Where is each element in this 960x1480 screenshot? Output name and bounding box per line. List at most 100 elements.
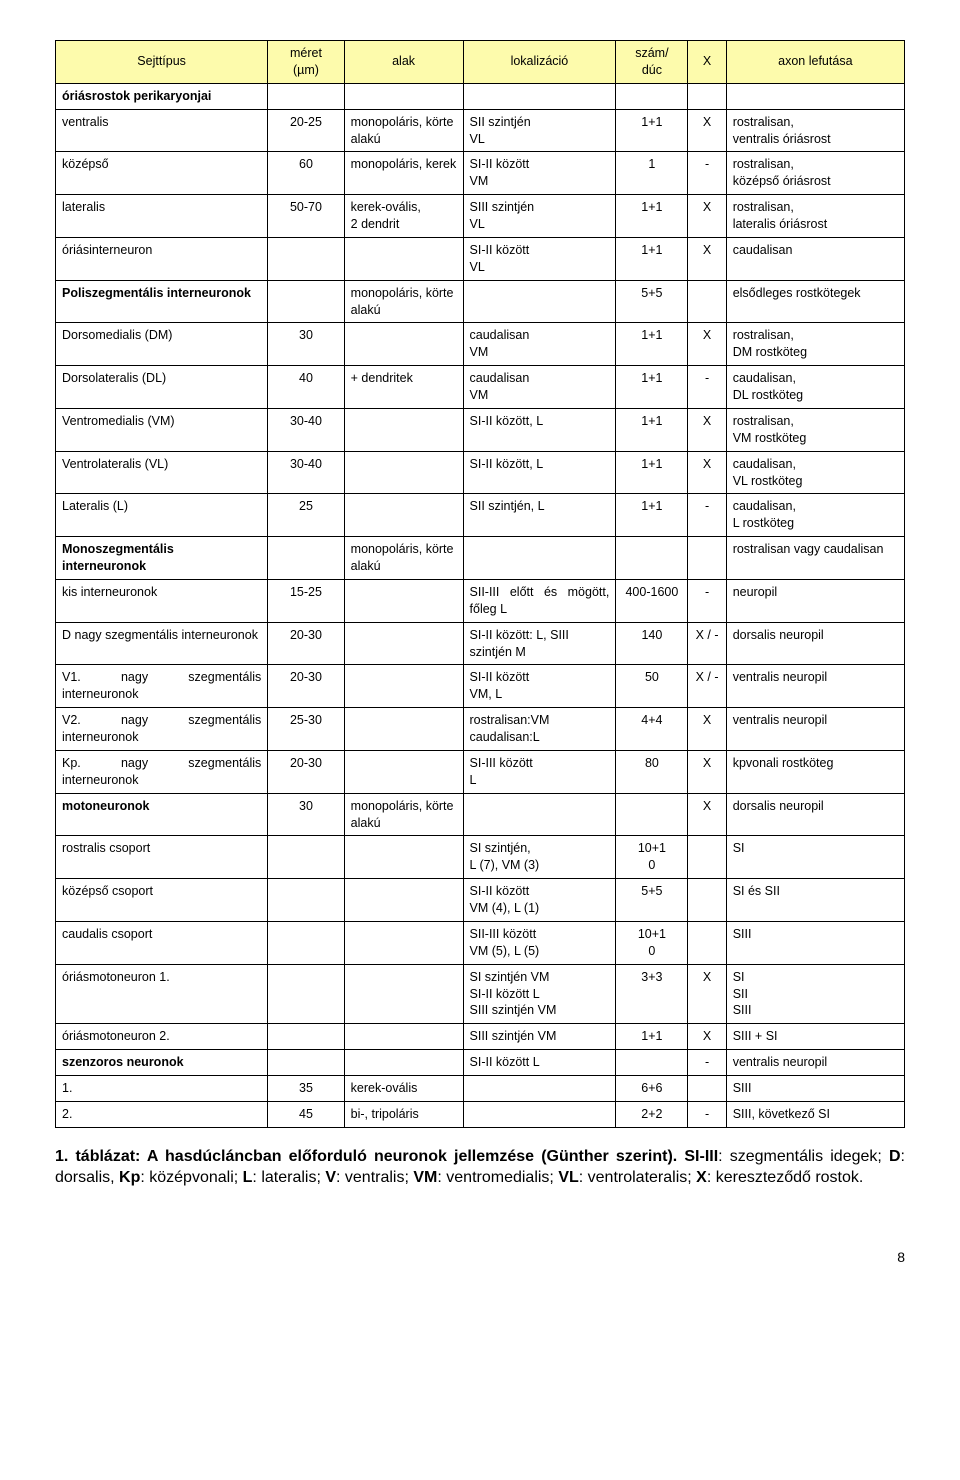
table-cell bbox=[344, 665, 463, 708]
table-cell: 30 bbox=[268, 323, 344, 366]
table-cell: 20-25 bbox=[268, 109, 344, 152]
table-cell: SI-II között VM bbox=[463, 152, 616, 195]
table-cell: 1+1 bbox=[616, 408, 688, 451]
table-cell: SI szintjén VM SI-II között L SIII szint… bbox=[463, 964, 616, 1024]
table-cell: neuropil bbox=[726, 579, 904, 622]
table-cell: SIII bbox=[726, 921, 904, 964]
table-cell: rostralisan, középső óriásrost bbox=[726, 152, 904, 195]
table-cell: rostralisan, ventralis óriásrost bbox=[726, 109, 904, 152]
table-cell: ventralis bbox=[56, 109, 268, 152]
table-cell: 20-30 bbox=[268, 665, 344, 708]
table-cell: X bbox=[688, 964, 726, 1024]
table-row: középső60monopoláris, kerekSI-II között … bbox=[56, 152, 905, 195]
table-cell bbox=[344, 408, 463, 451]
table-cell bbox=[344, 750, 463, 793]
table-cell bbox=[688, 1076, 726, 1102]
table-cell bbox=[268, 921, 344, 964]
table-cell bbox=[268, 1050, 344, 1076]
table-cell bbox=[344, 879, 463, 922]
table-cell: ventralis neuropil bbox=[726, 665, 904, 708]
table-cell: 5+5 bbox=[616, 879, 688, 922]
table-cell: rostralisan, DM rostköteg bbox=[726, 323, 904, 366]
table-row: lateralis50-70kerek-ovális, 2 dendritSII… bbox=[56, 195, 905, 238]
table-cell: SI-III között L bbox=[463, 750, 616, 793]
table-cell: rostralisan vagy caudalisan bbox=[726, 537, 904, 580]
th-sejttipus: Sejttípus bbox=[56, 41, 268, 84]
table-row: 2.45bi-, tripoláris2+2-SIII, következő S… bbox=[56, 1101, 905, 1127]
table-cell bbox=[688, 836, 726, 879]
table-cell: 1+1 bbox=[616, 451, 688, 494]
table-cell: monopoláris, körte alakú bbox=[344, 793, 463, 836]
table-cell: 5+5 bbox=[616, 280, 688, 323]
table-cell: dorsalis neuropil bbox=[726, 793, 904, 836]
table-cell: X bbox=[688, 408, 726, 451]
table-cell bbox=[463, 1101, 616, 1127]
table-cell: 1+1 bbox=[616, 323, 688, 366]
table-cell: 45 bbox=[268, 1101, 344, 1127]
table-cell: kerek-ovális bbox=[344, 1076, 463, 1102]
table-cell bbox=[344, 964, 463, 1024]
table-cell: caudalisan bbox=[726, 237, 904, 280]
table-cell bbox=[344, 921, 463, 964]
table-row: rostralis csoportSI szintjén, L (7), VM … bbox=[56, 836, 905, 879]
table-body: óriásrostok perikaryonjaiventralis20-25m… bbox=[56, 83, 905, 1127]
table-row: óriásinterneuronSI-II között VL1+1Xcauda… bbox=[56, 237, 905, 280]
table-row: ventralis20-25monopoláris, körte alakúSI… bbox=[56, 109, 905, 152]
table-cell: 4+4 bbox=[616, 708, 688, 751]
table-cell: dorsalis neuropil bbox=[726, 622, 904, 665]
table-cell bbox=[688, 280, 726, 323]
table-cell bbox=[344, 451, 463, 494]
table-header-row: Sejttípus méret (µm) alak lokalizáció sz… bbox=[56, 41, 905, 84]
table-cell: 40 bbox=[268, 366, 344, 409]
table-cell bbox=[344, 1024, 463, 1050]
table-cell: 60 bbox=[268, 152, 344, 195]
table-cell: óriásrostok perikaryonjai bbox=[56, 83, 268, 109]
table-row: Ventrolateralis (VL)30-40SI-II között, L… bbox=[56, 451, 905, 494]
table-cell bbox=[344, 323, 463, 366]
table-cell: lateralis bbox=[56, 195, 268, 238]
table-cell: X / - bbox=[688, 622, 726, 665]
table-cell bbox=[268, 280, 344, 323]
table-cell: caudalisan VM bbox=[463, 323, 616, 366]
table-cell: rostralisan, VM rostköteg bbox=[726, 408, 904, 451]
table-cell: SI bbox=[726, 836, 904, 879]
table-cell: 3+3 bbox=[616, 964, 688, 1024]
table-cell bbox=[268, 537, 344, 580]
table-row: Ventromedialis (VM)30-40SI-II között, L1… bbox=[56, 408, 905, 451]
table-cell bbox=[616, 83, 688, 109]
table-cell: Dorsolateralis (DL) bbox=[56, 366, 268, 409]
th-x: X bbox=[688, 41, 726, 84]
table-row: középső csoportSI-II között VM (4), L (1… bbox=[56, 879, 905, 922]
table-cell: Kp. nagy szegmentális interneuronok bbox=[56, 750, 268, 793]
table-cell: 1+1 bbox=[616, 109, 688, 152]
table-row: Lateralis (L)25SII szintjén, L1+1-caudal… bbox=[56, 494, 905, 537]
table-cell bbox=[268, 83, 344, 109]
table-cell bbox=[463, 1076, 616, 1102]
table-cell bbox=[463, 83, 616, 109]
table-cell: caudalisan, VL rostköteg bbox=[726, 451, 904, 494]
table-cell: - bbox=[688, 579, 726, 622]
table-cell: caudalis csoport bbox=[56, 921, 268, 964]
table-cell bbox=[616, 1050, 688, 1076]
table-cell bbox=[344, 708, 463, 751]
table-cell: monopoláris, körte alakú bbox=[344, 537, 463, 580]
table-cell: kpvonali rostköteg bbox=[726, 750, 904, 793]
table-cell: Poliszegmentális interneuronok bbox=[56, 280, 268, 323]
table-cell: SI SII SIII bbox=[726, 964, 904, 1024]
table-cell: SII-III előtt és mögött, főleg L bbox=[463, 579, 616, 622]
table-cell: 1+1 bbox=[616, 494, 688, 537]
table-cell: SII szintjén, L bbox=[463, 494, 616, 537]
table-cell: rostralisan:VM caudalisan:L bbox=[463, 708, 616, 751]
table-cell: 1. bbox=[56, 1076, 268, 1102]
table-row: Poliszegmentális interneuronokmonopolári… bbox=[56, 280, 905, 323]
table-cell: 30-40 bbox=[268, 408, 344, 451]
table-cell: 25-30 bbox=[268, 708, 344, 751]
table-cell: X bbox=[688, 195, 726, 238]
table-cell: V2. nagy szegmentális interneuronok bbox=[56, 708, 268, 751]
table-row: óriásmotoneuron 1.SI szintjén VM SI-II k… bbox=[56, 964, 905, 1024]
table-cell bbox=[463, 793, 616, 836]
table-cell: SI-II között VM, L bbox=[463, 665, 616, 708]
table-cell: X bbox=[688, 451, 726, 494]
table-cell: SI-II között: L, SIII szintjén M bbox=[463, 622, 616, 665]
table-cell: SIII szintjén VL bbox=[463, 195, 616, 238]
